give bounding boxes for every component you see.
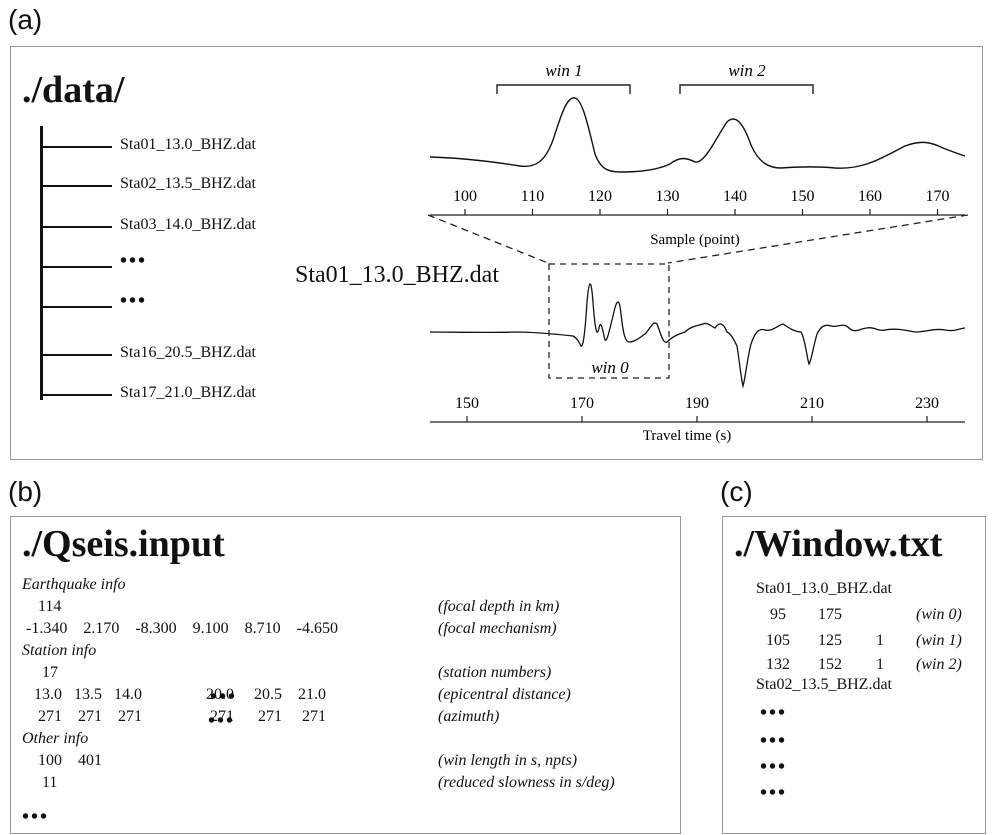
qseis-dots-1: •••	[210, 686, 238, 708]
upper-axis-ticks: 100 110 120 130 140 150 160 170	[430, 188, 965, 216]
station-label: Sta01_13.0_BHZ.dat	[295, 262, 499, 288]
lower-waveform	[429, 283, 966, 389]
window-tag: (win 1)	[916, 632, 962, 649]
win0-label: win 0	[591, 358, 629, 377]
qseis-value-line: -1.340 2.170 -8.300 9.100 8.710 -4.650	[22, 620, 338, 637]
panel-b-box	[10, 516, 681, 834]
panel-c-box	[722, 516, 986, 834]
win1-bracket	[496, 84, 631, 94]
qseis-section-header: Earthquake info	[22, 576, 126, 593]
upper-xlabel: Sample (point)	[650, 232, 740, 248]
x-tick-label: 150	[455, 395, 479, 412]
qseis-comment: (reduced slowness in s/deg)	[438, 774, 615, 791]
window-tag: (win 2)	[916, 656, 962, 673]
qseis-section-header: Station info	[22, 642, 97, 659]
win2-bracket	[679, 84, 814, 94]
qseis-value-line: 17	[22, 664, 58, 681]
window-title: ./Window.txt	[734, 523, 943, 565]
qseis-comment: (station numbers)	[438, 664, 552, 681]
lower-axis-ticks: 150 170 190 210 230	[430, 395, 965, 423]
lower-xlabel: Travel time (s)	[643, 428, 732, 444]
panel-b-label: (b)	[8, 476, 43, 507]
x-tick-label: 150	[791, 188, 815, 205]
x-tick-label: 140	[723, 188, 747, 205]
tree-branch	[42, 306, 112, 308]
upper-waveform	[429, 97, 966, 173]
x-tick-label: 170	[570, 395, 594, 412]
qseis-section-header: Other info	[22, 730, 89, 747]
qseis-comment: (focal depth in km)	[438, 598, 560, 615]
tree-file: Sta17_21.0_BHZ.dat	[120, 384, 256, 401]
qseis-comment: (azimuth)	[438, 708, 500, 725]
upper-waveform-plot: win 1 win 2 100 110 120 130 140 150 160 170 Sam…	[429, 61, 966, 248]
window-dots-2: •••	[760, 730, 788, 752]
window-col-start: 132	[766, 656, 790, 673]
window-dots-1: •••	[760, 702, 788, 724]
window-col-end: 152	[818, 656, 842, 673]
window-col-flag: 1	[876, 656, 884, 673]
tree-file: Sta03_14.0_BHZ.dat	[120, 216, 256, 233]
window-dots-3: •••	[760, 756, 788, 778]
qseis-value-line: 114	[22, 598, 62, 615]
window-col-end: 175	[818, 606, 842, 623]
zoom-connector	[427, 214, 969, 264]
panel-a-box	[10, 46, 983, 460]
window-dots-4: •••	[760, 782, 788, 804]
tree-branch	[42, 354, 112, 356]
tree-branch	[42, 266, 112, 268]
window-tag: (win 0)	[916, 606, 962, 623]
panel-a-label: (a)	[8, 4, 43, 35]
window-station-2: Sta02_13.5_BHZ.dat	[756, 676, 892, 693]
qseis-title: ./Qseis.input	[22, 523, 225, 565]
x-tick-label: 100	[453, 188, 477, 205]
tree-ellipsis: •••	[120, 250, 148, 272]
qseis-value-line: 13.0 13.5 14.0 20.0 20.5 21.0	[22, 686, 326, 703]
tree-branch	[42, 185, 112, 187]
lower-waveform-plot: win 0 150 170 190 210 230 Travel time (s)	[429, 263, 966, 444]
window-col-start: 95	[770, 606, 786, 623]
tree-branch	[42, 146, 112, 148]
x-tick-label: 170	[926, 188, 950, 205]
x-tick-label: 130	[656, 188, 680, 205]
win1-label: win 1	[545, 61, 582, 80]
qseis-dots-3: •••	[22, 806, 50, 828]
x-tick-label: 230	[915, 395, 939, 412]
qseis-value-line: 100 401	[22, 752, 102, 769]
qseis-comment: (focal mechanism)	[438, 620, 557, 637]
panel-c-label: (c)	[720, 476, 753, 507]
x-tick-label: 120	[588, 188, 612, 205]
window-col-flag: 1	[876, 632, 884, 649]
window-col-end: 125	[818, 632, 842, 649]
tree-file: Sta16_20.5_BHZ.dat	[120, 344, 256, 361]
qseis-value-line: 271 271 271 271 271 271	[22, 708, 326, 725]
x-tick-label: 190	[685, 395, 709, 412]
win2-label: win 2	[728, 61, 766, 80]
qseis-comment: (epicentral distance)	[438, 686, 571, 703]
tree-file: Sta02_13.5_BHZ.dat	[120, 175, 256, 192]
window-col-start: 105	[766, 632, 790, 649]
win0-box	[548, 263, 670, 379]
x-tick-label: 160	[858, 188, 882, 205]
tree-branch	[42, 394, 112, 396]
tree-branch	[42, 226, 112, 228]
tree-ellipsis: •••	[120, 290, 148, 312]
tree-file: Sta01_13.0_BHZ.dat	[120, 136, 256, 153]
qseis-value-line: 11	[22, 774, 58, 791]
data-dir-title: ./data/	[22, 69, 125, 111]
qseis-dots-2: •••	[208, 710, 236, 732]
qseis-comment: (win length in s, npts)	[438, 752, 578, 769]
x-tick-label: 210	[800, 395, 824, 412]
window-station-1: Sta01_13.0_BHZ.dat	[756, 580, 892, 597]
tree-trunk	[40, 126, 43, 400]
x-tick-label: 110	[521, 188, 544, 205]
